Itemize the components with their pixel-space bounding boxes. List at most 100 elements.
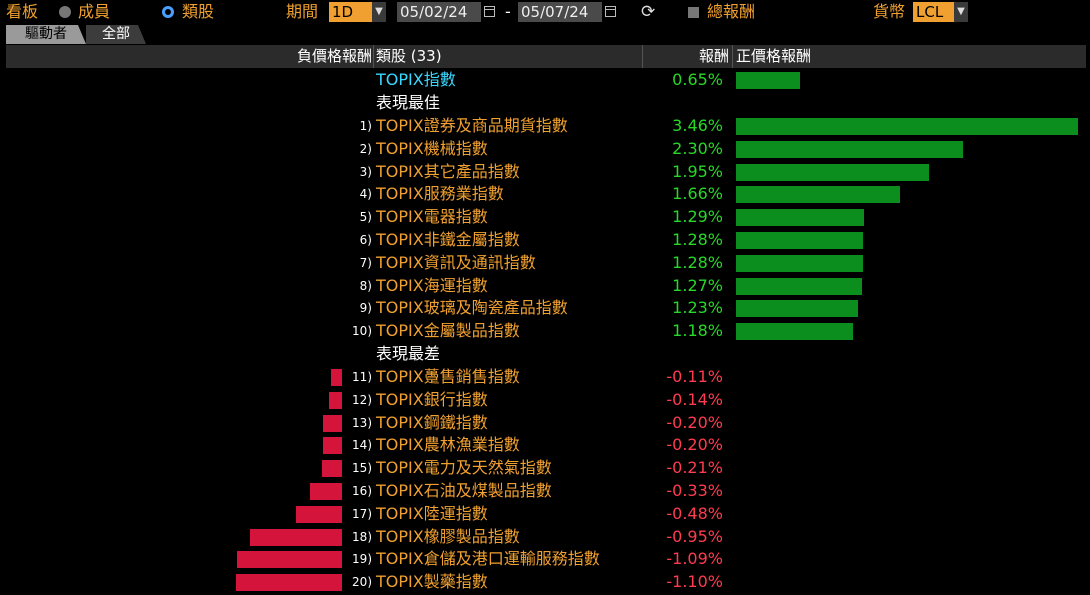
row-sector-name[interactable]: TOPIX玻璃及陶瓷產品指數 xyxy=(376,298,568,318)
row-sector-name[interactable]: TOPIX橡膠製品指數 xyxy=(376,526,520,546)
row-rank: 11) xyxy=(352,370,372,384)
positive-return-bar xyxy=(736,300,858,318)
negative-return-bar xyxy=(295,505,342,523)
members-radio[interactable] xyxy=(59,6,71,18)
row-rank: 8) xyxy=(359,278,372,293)
row-rank: 16) xyxy=(352,484,372,498)
toolbar: 看板 成員 類股 期間 1D ▼ 05/02/24 - 05/07/24 ⟳ 總… xyxy=(0,0,1090,24)
row-rank: 10) xyxy=(352,324,372,339)
row-return: -0.95% xyxy=(666,526,723,546)
table-row[interactable]: 14) TOPIX農林漁業指數 -0.20% xyxy=(0,434,1090,456)
row-sector-name[interactable]: TOPIX非鐵金屬指數 xyxy=(376,230,520,249)
positive-return-bar xyxy=(736,277,862,295)
row-sector-name[interactable]: TOPIX資訊及通訊指數 xyxy=(376,252,536,272)
start-date-calendar-icon[interactable] xyxy=(484,6,495,17)
index-row[interactable]: TOPIX指數 0.65% xyxy=(0,69,1090,91)
tab-all[interactable]: 全部 xyxy=(86,25,146,44)
negative-return-bar xyxy=(236,574,342,592)
header-divider xyxy=(373,45,374,68)
table-row[interactable]: 4) TOPIX服務業指數 1.66% xyxy=(0,183,1090,205)
row-sector-name[interactable]: TOPIX其它產品指數 xyxy=(376,161,520,181)
period-dropdown-arrow-icon[interactable]: ▼ xyxy=(372,2,386,22)
table-row[interactable]: 15) TOPIX電力及天然氣指數 -0.21% xyxy=(0,457,1090,479)
table-row[interactable]: 20) TOPIX製藥指數 -1.10% xyxy=(0,571,1090,593)
row-rank: 6) xyxy=(359,233,372,247)
row-sector-name[interactable]: TOPIX金屬製品指數 xyxy=(376,321,520,341)
positive-return-bar xyxy=(736,232,863,249)
table-header: 負價格報酬 類股 (33) 報酬 正價格報酬 xyxy=(6,45,1086,68)
refresh-icon[interactable]: ⟳ xyxy=(641,2,656,22)
table-row[interactable]: 17) TOPIX陸運指數 -0.48% xyxy=(0,503,1090,525)
table-row[interactable]: 8) TOPIX海運指數 1.27% xyxy=(0,275,1090,297)
row-sector-name[interactable]: TOPIX服務業指數 xyxy=(376,184,504,204)
row-sector-name[interactable]: TOPIX鋼鐵指數 xyxy=(376,412,488,432)
row-sector-name[interactable]: TOPIX石油及煤製品指數 xyxy=(376,481,552,500)
total-return-label[interactable]: 總報酬 xyxy=(707,2,756,21)
negative-return-bar xyxy=(328,391,342,409)
row-sector-name[interactable]: TOPIX電器指數 xyxy=(376,207,488,227)
table-row[interactable]: 5) TOPIX電器指數 1.29% xyxy=(0,206,1090,228)
row-sector-name[interactable]: TOPIX農林漁業指數 xyxy=(376,435,520,455)
table-row[interactable]: 3) TOPIX其它產品指數 1.95% xyxy=(0,161,1090,183)
row-sector-name[interactable]: TOPIX銀行指數 xyxy=(376,389,488,409)
table-row[interactable]: 9) TOPIX玻璃及陶瓷產品指數 1.23% xyxy=(0,297,1090,319)
table-row[interactable]: 12) TOPIX銀行指數 -0.14% xyxy=(0,389,1090,411)
table-row[interactable]: 11) TOPIX躉售銷售指數 -0.11% xyxy=(0,366,1090,388)
positive-return-bar xyxy=(736,254,863,272)
sectors-label[interactable]: 類股 xyxy=(182,2,215,21)
header-negative-return[interactable]: 負價格報酬 xyxy=(296,47,372,65)
table-row[interactable]: 13) TOPIX鋼鐵指數 -0.20% xyxy=(0,412,1090,434)
row-return: -0.20% xyxy=(666,435,723,455)
positive-return-bar xyxy=(736,186,901,204)
row-sector-name[interactable]: TOPIX陸運指數 xyxy=(376,503,488,523)
table-row[interactable]: 18) TOPIX橡膠製品指數 -0.95% xyxy=(0,526,1090,548)
tab-drivers[interactable]: 驅動者 xyxy=(6,25,86,44)
row-sector-name[interactable]: TOPIX製藥指數 xyxy=(376,572,488,592)
view-label: 看板 xyxy=(6,2,39,21)
negative-return-bar xyxy=(236,551,342,569)
table-row[interactable]: 1) TOPIX證券及商品期貨指數 3.46% xyxy=(0,115,1090,137)
header-divider xyxy=(642,45,643,68)
table-row[interactable]: 6) TOPIX非鐵金屬指數 1.28% xyxy=(0,229,1090,251)
header-return[interactable]: 報酬 xyxy=(698,47,729,65)
end-date-field[interactable]: 05/07/24 xyxy=(518,2,602,22)
positive-return-bar xyxy=(736,163,929,181)
row-return: 1.23% xyxy=(672,298,723,318)
table-row[interactable]: 2) TOPIX機械指數 2.30% xyxy=(0,138,1090,160)
row-rank: 15) xyxy=(352,461,372,476)
row-rank: 5) xyxy=(359,210,372,225)
index-name: TOPIX指數 xyxy=(376,70,456,89)
row-sector-name[interactable]: TOPIX電力及天然氣指數 xyxy=(376,458,552,478)
positive-return-bar xyxy=(736,118,1078,135)
negative-return-bar xyxy=(331,369,342,386)
table-row[interactable]: 19) TOPIX倉儲及港口運輸服務指數 -1.09% xyxy=(0,548,1090,570)
row-return: -0.21% xyxy=(666,458,723,478)
period-label: 期間 xyxy=(286,2,319,21)
members-label[interactable]: 成員 xyxy=(78,2,111,21)
row-sector-name[interactable]: TOPIX證券及商品期貨指數 xyxy=(376,116,568,135)
end-date-calendar-icon[interactable] xyxy=(605,6,616,17)
table-row[interactable]: 16) TOPIX石油及煤製品指數 -0.33% xyxy=(0,480,1090,502)
row-return: -0.48% xyxy=(666,503,723,523)
row-return: 2.30% xyxy=(672,138,723,158)
positive-return-bar xyxy=(736,209,864,227)
row-sector-name[interactable]: TOPIX躉售銷售指數 xyxy=(376,367,520,386)
worst-section-label: 表現最差 xyxy=(376,344,441,363)
start-date-field[interactable]: 05/02/24 xyxy=(397,2,481,22)
currency-dropdown[interactable]: LCL xyxy=(913,2,954,22)
table-row[interactable]: 7) TOPIX資訊及通訊指數 1.28% xyxy=(0,252,1090,274)
sectors-radio[interactable] xyxy=(162,6,174,18)
currency-dropdown-arrow-icon[interactable]: ▼ xyxy=(954,2,968,22)
period-dropdown[interactable]: 1D xyxy=(329,2,372,22)
table-row[interactable]: 10) TOPIX金屬製品指數 1.18% xyxy=(0,320,1090,342)
header-positive-return[interactable]: 正價格報酬 xyxy=(736,47,812,65)
row-rank: 1) xyxy=(359,119,372,133)
row-sector-name[interactable]: TOPIX機械指數 xyxy=(376,138,488,158)
row-rank: 14) xyxy=(352,438,372,453)
row-sector-name[interactable]: TOPIX海運指數 xyxy=(376,275,488,295)
row-rank: 7) xyxy=(359,255,372,270)
row-return: -1.09% xyxy=(666,549,723,569)
total-return-checkbox[interactable] xyxy=(688,7,699,18)
header-sector[interactable]: 類股 (33) xyxy=(376,47,442,65)
row-sector-name[interactable]: TOPIX倉儲及港口運輸服務指數 xyxy=(376,549,600,569)
